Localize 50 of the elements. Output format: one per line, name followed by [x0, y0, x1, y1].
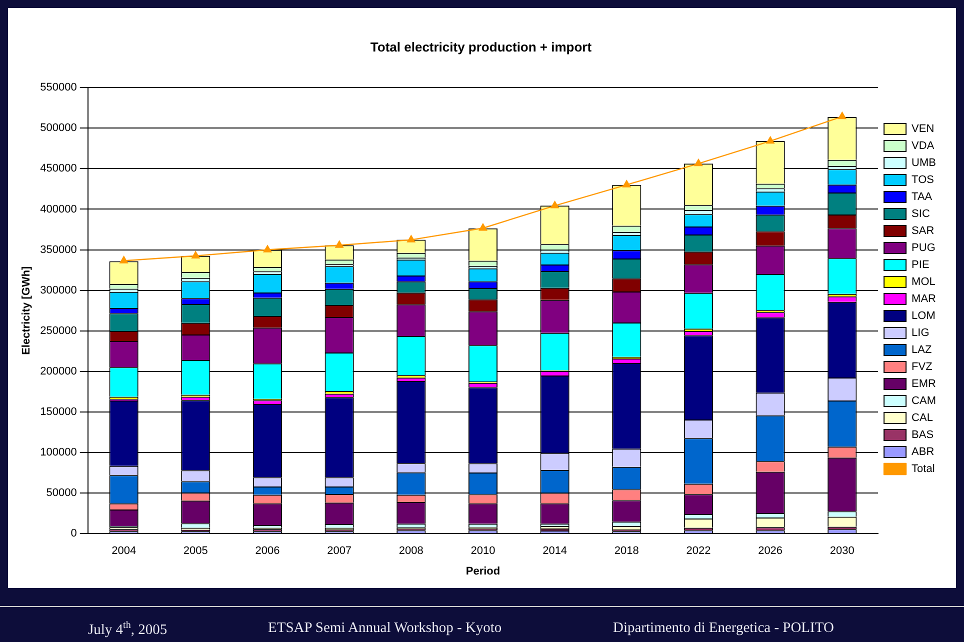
y-tick-label: 100000 — [40, 446, 77, 459]
y-tick-label: 300000 — [40, 284, 77, 296]
legend-label: PUG — [912, 242, 936, 254]
legend-label: PIE — [912, 259, 930, 272]
legend-label: SIC — [912, 208, 930, 220]
y-tick-label: 450000 — [40, 162, 77, 175]
x-tick-label: 2007 — [327, 545, 352, 558]
legend-label: MOL — [912, 276, 936, 288]
x-tick-label: 2018 — [614, 545, 639, 558]
legend-label: ABR — [912, 446, 934, 458]
x-tick-label: 2026 — [758, 545, 783, 558]
legend-label: EMR — [912, 378, 936, 390]
legend-label: VEN — [912, 123, 934, 136]
legend-label: SAR — [912, 225, 934, 238]
legend-label: VDA — [912, 140, 935, 152]
legend-label: CAM — [912, 395, 936, 408]
x-tick-label: 2004 — [112, 545, 136, 558]
text: July 4$^{th}$, 2005 — [88, 620, 168, 639]
y-axis-title: Electricity [GWh] — [20, 266, 33, 355]
x-tick-label: 2030 — [830, 545, 854, 558]
legend-label: BAS — [912, 429, 934, 442]
legend-label: LOM — [912, 310, 936, 322]
y-tick-label: 350000 — [40, 244, 77, 256]
legend-label: MAR — [912, 293, 936, 306]
chart-title: Total electricity production + import — [370, 39, 592, 54]
legend-label: FVZ — [912, 361, 933, 374]
legend-label: Total — [912, 463, 935, 476]
y-tick-label: 200000 — [40, 365, 77, 378]
y-tick-label: 50000 — [46, 487, 77, 500]
x-tick-label: 2010 — [470, 545, 496, 558]
x-tick-label: 2005 — [183, 545, 208, 558]
y-tick-label: 400000 — [40, 203, 77, 216]
legend-label: CAL — [912, 412, 933, 424]
text: Dipartimento di Energetica - POLITO — [613, 620, 834, 637]
legend-label: LAZ — [912, 344, 932, 356]
y-tick-label: 250000 — [40, 324, 77, 337]
x-tick-label: 2008 — [398, 545, 424, 558]
legend-label: UMB — [912, 157, 936, 170]
x-tick-label: 2022 — [686, 545, 711, 558]
y-tick-label: 150000 — [40, 406, 77, 418]
y-tick-label: 550000 — [40, 82, 77, 94]
legend-label: TAA — [912, 191, 933, 204]
x-tick-label: 2014 — [542, 545, 568, 558]
legend-label: LIG — [912, 327, 930, 340]
y-tick-label: 0 — [70, 528, 77, 540]
x-axis-title: Period — [466, 565, 500, 578]
x-tick-label: 2006 — [255, 545, 280, 558]
legend-label: TOS — [912, 174, 934, 186]
y-tick-label: 500000 — [40, 122, 77, 134]
text: ETSAP Semi Annual Workshop - Kyoto — [268, 620, 502, 637]
